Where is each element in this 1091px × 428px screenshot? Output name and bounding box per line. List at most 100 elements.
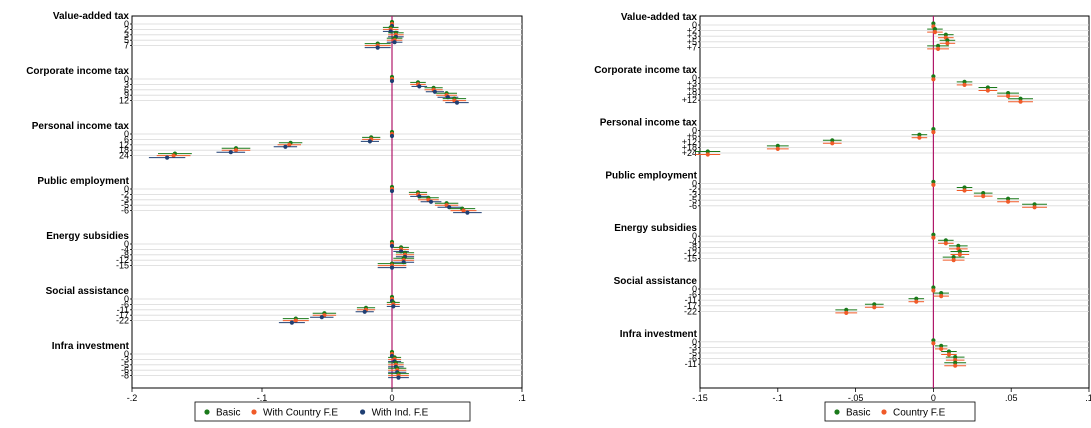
coefficient-point <box>985 88 990 93</box>
coefficient-point <box>914 299 919 304</box>
row-label: +12 <box>682 137 697 147</box>
coefficient-point <box>953 363 958 368</box>
coefficient-point <box>981 194 986 199</box>
coefficient-point <box>844 307 849 312</box>
row-label: -5 <box>121 360 129 370</box>
coefficient-point <box>391 304 396 309</box>
coefficient-point <box>931 288 936 293</box>
row-label: 0 <box>124 74 129 84</box>
coefficient-point <box>917 135 922 140</box>
coefficient-point <box>844 310 849 315</box>
row-label: 0 <box>124 349 129 359</box>
coefficient-point <box>956 243 961 248</box>
coefficient-point <box>939 294 944 299</box>
x-tick-label: .1 <box>1085 393 1091 403</box>
coefficient-point <box>1032 202 1037 207</box>
plot-frame <box>699 15 1090 389</box>
group-label: Social assistance <box>46 286 130 297</box>
coefficient-point <box>392 40 397 45</box>
row-label: 7 <box>124 41 129 51</box>
row-label: 0 <box>692 231 697 241</box>
coefficient-point <box>293 318 298 323</box>
coefficient-point <box>962 82 967 87</box>
row-label: 0 <box>692 126 697 136</box>
coefficient-point <box>946 352 952 357</box>
legend-marker <box>881 409 887 415</box>
legend-box <box>824 401 976 422</box>
legend-label: With Country F.E <box>263 408 338 419</box>
row-label: +9 <box>687 90 697 100</box>
group-label: Social assistance <box>614 276 698 287</box>
row-label: -11 <box>117 305 129 315</box>
coefficient-point <box>917 132 922 137</box>
group-label: Public employment <box>605 170 697 181</box>
row-label: +6 <box>687 131 697 141</box>
row-label: +18 <box>682 142 697 152</box>
coefficient-point <box>953 360 958 365</box>
row-label: -6 <box>121 299 129 309</box>
legend-label: With Ind. F.E <box>372 408 429 419</box>
coefficient-point <box>872 305 877 310</box>
coefficient-point <box>931 341 936 346</box>
coefficient-point <box>1005 196 1011 201</box>
plot-frame <box>131 15 523 389</box>
row-label: 0 <box>124 239 129 249</box>
coefficient-point <box>957 249 962 254</box>
row-label: -2 <box>689 184 697 194</box>
coefficient-point <box>389 265 395 270</box>
row-label: -22 <box>116 316 129 326</box>
row-label: -8 <box>121 250 129 260</box>
coefficient-point <box>417 84 422 89</box>
coefficient-point <box>1005 94 1011 99</box>
legend-marker <box>204 409 210 415</box>
group-label: Corporate income tax <box>594 65 697 76</box>
row-label: -5 <box>121 200 129 210</box>
coefficient-point <box>931 77 936 82</box>
row-label: -4 <box>689 237 697 247</box>
coefficient-point <box>1032 205 1037 210</box>
row-label: 3 <box>124 79 129 89</box>
row-label: -5 <box>689 195 697 205</box>
row-label: -12 <box>684 248 697 258</box>
coefficient-point <box>939 291 944 296</box>
row-label: 12 <box>119 140 129 150</box>
row-label: -6 <box>121 206 129 216</box>
row-label: 0 <box>692 73 697 83</box>
row-label: +7 <box>687 42 697 52</box>
coefficient-point <box>289 320 294 325</box>
legend-label: Country F.E <box>893 408 946 419</box>
coefficient-point <box>287 142 292 147</box>
coefficient-point <box>283 144 288 149</box>
row-label: -6 <box>689 201 697 211</box>
row-label: -6 <box>121 365 129 375</box>
coefficient-point <box>165 155 170 160</box>
row-label: +3 <box>687 31 697 41</box>
x-tick-label: -.1 <box>257 393 268 403</box>
row-label: -17 <box>116 310 129 320</box>
x-tick-label: -.15 <box>692 393 708 403</box>
row-label: 12 <box>119 96 129 106</box>
legend-marker <box>360 409 366 415</box>
coefficient-point <box>962 79 967 84</box>
row-label: 5 <box>124 35 129 45</box>
coefficient-point <box>931 21 936 26</box>
row-label: -12 <box>116 255 129 265</box>
group-label: Personal income tax <box>600 118 698 129</box>
coefficient-point <box>945 41 950 46</box>
row-label: -8 <box>121 371 129 381</box>
coefficient-point <box>962 185 967 190</box>
x-tick-label: 0 <box>931 393 936 403</box>
coefficient-point <box>233 148 239 153</box>
coefficient-point <box>932 29 938 35</box>
coefficient-point <box>705 152 710 157</box>
x-tick-label: .1 <box>518 393 526 403</box>
coefficient-point <box>367 139 372 144</box>
legend-box <box>194 401 471 422</box>
coefficient-point <box>939 346 944 351</box>
coefficient-point <box>943 238 948 243</box>
row-label: -5 <box>689 348 697 358</box>
row-label: 6 <box>124 134 129 144</box>
row-label: +3 <box>687 78 697 88</box>
